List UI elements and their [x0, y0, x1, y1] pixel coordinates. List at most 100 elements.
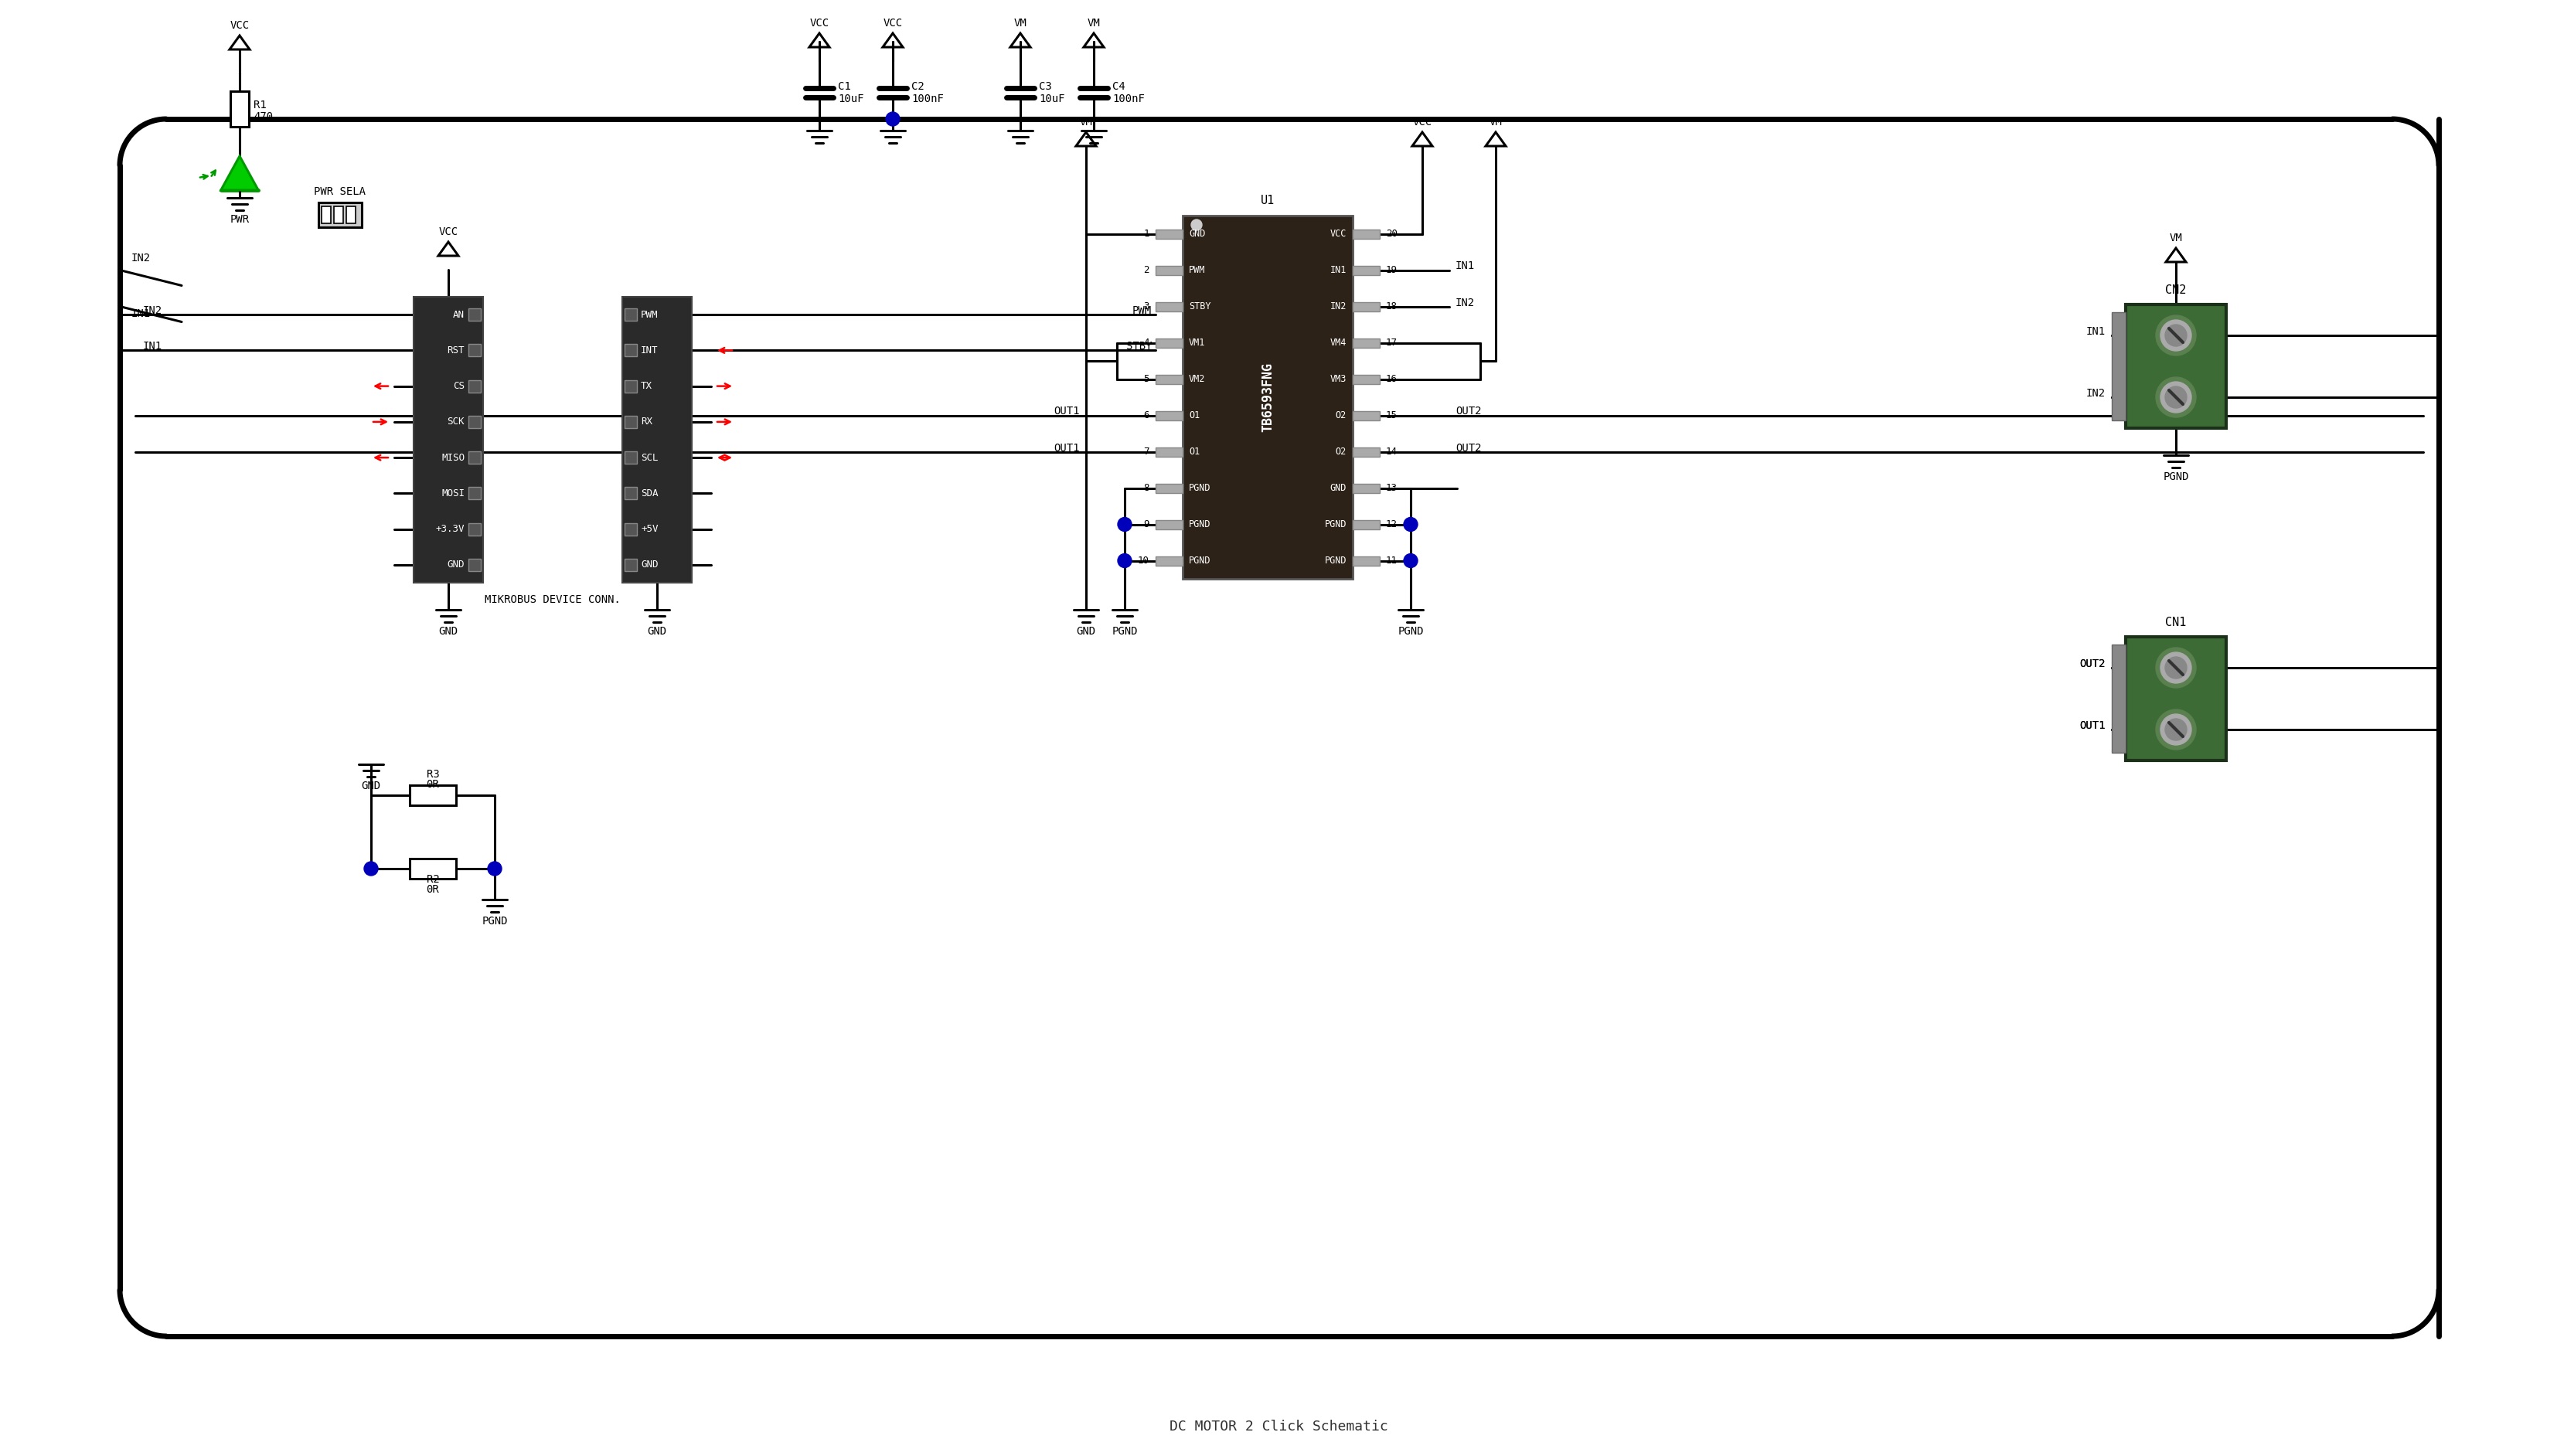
Text: 15: 15: [1386, 411, 1399, 421]
Text: VM2: VM2: [1189, 374, 1204, 384]
Text: C2: C2: [910, 82, 923, 92]
Text: OUT2: OUT2: [1455, 406, 1481, 416]
Text: IN1: IN1: [2087, 326, 2104, 336]
Text: 0R: 0R: [427, 779, 440, 789]
Text: +5V: +5V: [642, 524, 657, 534]
Text: GND: GND: [440, 626, 458, 636]
Bar: [468, 523, 481, 536]
Text: 14: 14: [1386, 447, 1399, 457]
Text: VCC: VCC: [230, 20, 251, 31]
Text: PGND: PGND: [1325, 556, 1348, 566]
Circle shape: [2166, 719, 2186, 740]
Text: VM4: VM4: [1330, 338, 1348, 348]
Text: OUT1: OUT1: [2079, 721, 2104, 731]
Text: 100nF: 100nF: [1112, 93, 1146, 105]
Bar: [624, 559, 637, 571]
Text: OUT1: OUT1: [1053, 406, 1079, 416]
Circle shape: [2156, 316, 2196, 355]
Bar: [1156, 520, 1184, 529]
Text: PGND: PGND: [1189, 483, 1212, 494]
Circle shape: [1117, 517, 1133, 531]
Text: VM1: VM1: [1189, 338, 1204, 348]
Text: VM: VM: [1087, 17, 1100, 29]
Bar: [409, 859, 455, 879]
Text: IN1: IN1: [130, 309, 151, 319]
Bar: [624, 309, 637, 320]
Text: 12: 12: [1386, 520, 1399, 530]
Text: RST: RST: [447, 345, 465, 355]
Text: 1: 1: [1143, 229, 1151, 239]
Text: PWM: PWM: [642, 310, 657, 320]
Text: R3: R3: [427, 769, 440, 780]
Text: PWR SELA: PWR SELA: [315, 186, 366, 197]
Text: OUT1: OUT1: [2079, 721, 2104, 731]
Bar: [1353, 265, 1381, 275]
Text: OUT2: OUT2: [2079, 658, 2104, 670]
Text: IN2: IN2: [1455, 297, 1475, 309]
Circle shape: [363, 862, 378, 875]
Text: 13: 13: [1386, 483, 1399, 494]
Circle shape: [885, 112, 900, 127]
Bar: [468, 488, 481, 499]
Text: CS: CS: [453, 381, 465, 392]
Circle shape: [1192, 220, 1202, 230]
Text: CN1: CN1: [2166, 617, 2186, 629]
Bar: [2112, 312, 2125, 421]
Bar: [409, 785, 455, 805]
Text: VM3: VM3: [1330, 374, 1348, 384]
Text: C1: C1: [839, 82, 851, 92]
Text: STBY: STBY: [1125, 341, 1151, 352]
Text: 470: 470: [253, 111, 274, 122]
Circle shape: [2156, 648, 2196, 687]
Text: OUT2: OUT2: [1455, 443, 1481, 453]
Bar: [468, 344, 481, 357]
Text: GND: GND: [1076, 626, 1097, 636]
Text: GND: GND: [647, 626, 667, 636]
Bar: [414, 297, 483, 582]
Text: IN2: IN2: [143, 306, 164, 316]
Text: STBY: STBY: [1189, 301, 1212, 312]
Text: 10uF: 10uF: [839, 93, 864, 105]
Bar: [1156, 411, 1184, 419]
Bar: [1353, 301, 1381, 312]
Text: TX: TX: [642, 381, 652, 392]
Text: C3: C3: [1038, 82, 1051, 92]
Bar: [322, 207, 330, 223]
Bar: [2125, 636, 2227, 760]
Circle shape: [1117, 553, 1133, 568]
Bar: [1353, 483, 1381, 492]
Text: 9: 9: [1143, 520, 1151, 530]
Text: VM: VM: [1015, 17, 1028, 29]
Text: TB6593FNG: TB6593FNG: [1261, 363, 1273, 432]
Text: PGND: PGND: [1189, 520, 1212, 530]
Text: 5: 5: [1143, 374, 1151, 384]
Bar: [1156, 338, 1184, 348]
Text: PWM: PWM: [1189, 265, 1204, 275]
Text: R2: R2: [427, 874, 440, 885]
Text: DC MOTOR 2 Click Schematic: DC MOTOR 2 Click Schematic: [1169, 1420, 1388, 1434]
Bar: [621, 297, 693, 582]
Text: 7: 7: [1143, 447, 1151, 457]
Circle shape: [2161, 320, 2191, 351]
Bar: [624, 451, 637, 464]
Circle shape: [2161, 652, 2191, 683]
Bar: [1184, 215, 1353, 579]
Text: 10: 10: [1138, 556, 1151, 566]
Bar: [1353, 411, 1381, 419]
Bar: [624, 380, 637, 392]
Text: PWM: PWM: [1133, 306, 1151, 316]
Text: SCL: SCL: [642, 453, 657, 463]
Bar: [1353, 447, 1381, 456]
Text: 11: 11: [1386, 556, 1399, 566]
Bar: [468, 309, 481, 320]
Text: +3.3V: +3.3V: [435, 524, 465, 534]
Text: PGND: PGND: [2163, 472, 2189, 482]
Bar: [320, 202, 361, 227]
Text: GND: GND: [1330, 483, 1348, 494]
Bar: [1156, 447, 1184, 456]
Text: RX: RX: [642, 416, 652, 427]
Circle shape: [488, 862, 501, 875]
Text: PGND: PGND: [481, 916, 509, 926]
Bar: [230, 92, 248, 127]
Text: R1: R1: [253, 99, 266, 111]
